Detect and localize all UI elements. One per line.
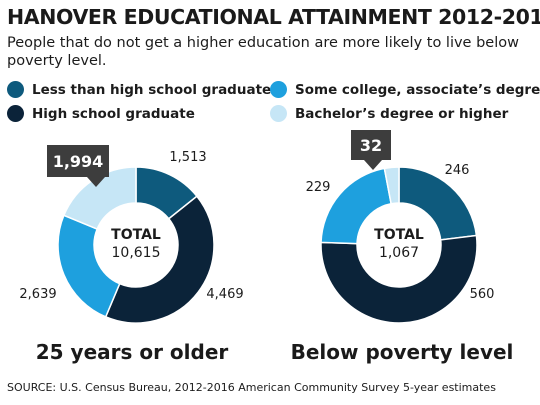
legend-swatch bbox=[7, 81, 24, 98]
legend-swatch bbox=[270, 105, 287, 122]
center-total-label: TOTAL bbox=[374, 227, 424, 243]
center-total-value: 1,067 bbox=[379, 245, 419, 261]
legend-swatch bbox=[7, 105, 24, 122]
callout-value: 32 bbox=[360, 136, 382, 155]
center-total-label: TOTAL bbox=[111, 227, 161, 243]
donut-chart-below-poverty-level: TOTAL 1,067 246 560 229 32 bbox=[306, 130, 495, 324]
legend-item-less-than-high-school: Less than high school graduate bbox=[7, 81, 271, 98]
legend-item-high-school-graduate: High school graduate bbox=[7, 105, 195, 122]
chart-caption-below-poverty-level: Below poverty level bbox=[290, 340, 514, 364]
chart-title: HANOVER EDUCATIONAL ATTAINMENT 2012-2016 bbox=[7, 5, 540, 29]
legend-item-some-college: Some college, associate’s degree bbox=[270, 81, 540, 98]
donut-chart-25-years-or-older: TOTAL 10,615 1,513 4,469 2,639 1,994 bbox=[19, 145, 244, 324]
data-label: 1,513 bbox=[169, 150, 206, 165]
legend-label: Less than high school graduate bbox=[32, 81, 272, 98]
callout-box: 1,994 bbox=[47, 145, 109, 187]
legend-label: Bachelor’s degree or higher bbox=[295, 105, 509, 122]
chart-caption-25-years-or-older: 25 years or older bbox=[35, 340, 229, 364]
donut-slice-1 bbox=[104, 195, 215, 324]
data-label: 560 bbox=[470, 287, 495, 302]
legend-label: High school graduate bbox=[32, 105, 195, 122]
callout-box: 32 bbox=[351, 130, 391, 170]
donut-slice-1 bbox=[320, 234, 478, 324]
legend-item-bachelors: Bachelor’s degree or higher bbox=[270, 105, 508, 122]
legend-swatch bbox=[270, 81, 287, 98]
donut-slice-3 bbox=[383, 166, 400, 205]
center-total-value: 10,615 bbox=[112, 245, 161, 261]
data-label: 246 bbox=[445, 163, 470, 178]
donut-slice-3 bbox=[62, 166, 137, 230]
data-label: 4,469 bbox=[206, 287, 243, 302]
data-label: 2,639 bbox=[19, 287, 56, 302]
data-label: 229 bbox=[306, 180, 331, 195]
callout-value: 1,994 bbox=[53, 152, 104, 171]
source-note: SOURCE: U.S. Census Bureau, 2012-2016 Am… bbox=[7, 381, 496, 394]
chart-subtitle: People that do not get a higher educatio… bbox=[7, 35, 519, 69]
legend-label: Some college, associate’s degree bbox=[295, 81, 540, 98]
